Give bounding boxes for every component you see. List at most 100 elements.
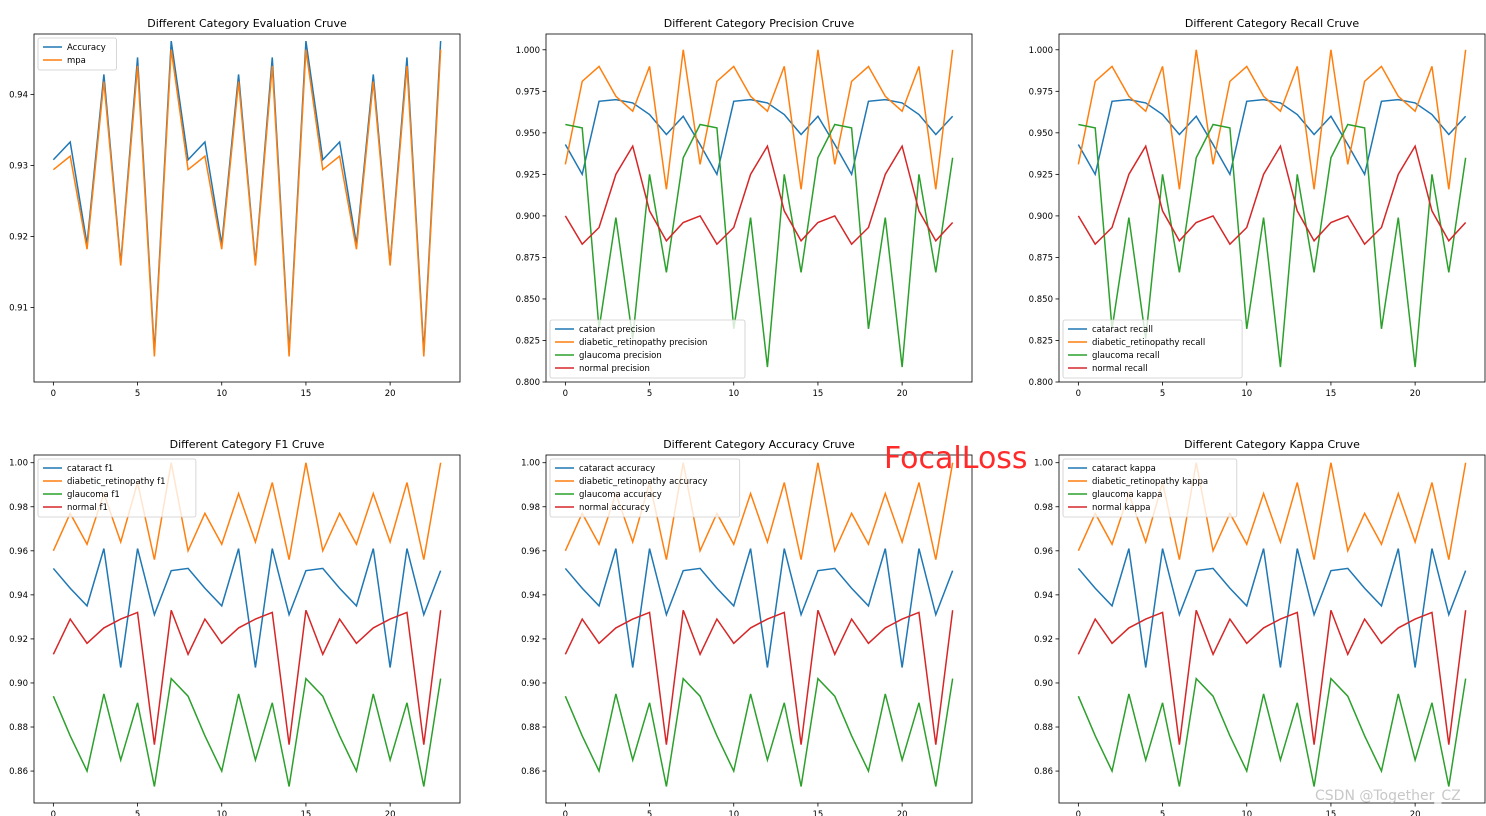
legend-label-3: glaucoma precision [579, 351, 662, 361]
y-tick-label: 0.94 [1034, 591, 1053, 601]
x-tick-label: 15 [1326, 389, 1337, 399]
axes-frame [545, 33, 973, 383]
legend-label-2: diabetic_retinopathy kappa [1092, 477, 1208, 487]
x-tick-label: 15 [813, 810, 824, 816]
legend-label-4: normal precision [579, 364, 650, 374]
y-tick-label: 1.00 [9, 459, 28, 469]
y-tick-label: 0.925 [516, 170, 540, 180]
x-tick-label: 10 [728, 389, 739, 399]
x-tick-label: 5 [1160, 810, 1165, 816]
legend-label-1: cataract accuracy [579, 464, 655, 474]
y-tick-label: 0.91 [9, 303, 28, 313]
legend-label-4: normal recall [1092, 364, 1148, 374]
x-tick-label: 20 [1410, 389, 1421, 399]
axes-frame [545, 454, 973, 804]
legend-label-2: diabetic_retinopathy precision [579, 338, 707, 348]
legend-label-1: cataract f1 [67, 464, 113, 474]
y-tick-label: 0.975 [516, 87, 540, 97]
series-line-3 [564, 676, 954, 787]
legend-label-2: diabetic_retinopathy f1 [67, 477, 166, 487]
y-tick-label: 1.00 [521, 459, 540, 469]
chart-title: Different Category Kappa Cruve [1184, 438, 1360, 451]
axes-frame [1058, 33, 1486, 383]
legend-label-3: glaucoma kappa [1092, 490, 1162, 500]
legend-label-1: cataract recall [1092, 325, 1153, 335]
legend-label-3: glaucoma accuracy [579, 490, 662, 500]
chart-title: Different Category Recall Cruve [1185, 17, 1359, 30]
y-tick-label: 0.94 [521, 591, 540, 601]
legend-label-4: normal kappa [1092, 503, 1150, 513]
y-tick-label: 0.88 [9, 723, 28, 733]
y-tick-label: 0.825 [516, 336, 540, 346]
y-tick-label: 0.92 [521, 635, 540, 645]
y-tick-label: 1.000 [1029, 46, 1053, 56]
series-line-4 [1077, 610, 1467, 745]
y-tick-label: 0.90 [1034, 679, 1053, 689]
x-tick-label: 10 [728, 810, 739, 816]
chart-panel-3: Different Category Recall Cruve 0 5 10 15 20 0… [1029, 17, 1486, 399]
y-tick-label: 0.96 [1034, 547, 1053, 557]
y-tick-label: 0.875 [1029, 253, 1053, 263]
y-tick-label: 0.92 [9, 232, 28, 242]
y-tick-label: 1.000 [516, 46, 540, 56]
x-tick-label: 5 [135, 810, 140, 816]
series-line-2 [52, 462, 442, 560]
focal-loss-annotation: FocalLoss [884, 441, 1028, 476]
x-tick-label: 10 [216, 389, 227, 399]
x-tick-label: 15 [813, 389, 824, 399]
legend-label-2: mpa [67, 56, 86, 66]
series-line-1 [564, 98, 954, 177]
y-tick-label: 0.93 [9, 161, 28, 171]
y-tick-label: 0.94 [9, 90, 28, 100]
y-tick-label: 0.800 [516, 378, 540, 388]
legend-label-1: Accuracy [67, 43, 106, 53]
csdn-watermark: CSDN @Together_CZ [1315, 788, 1461, 804]
series-line-3 [1078, 123, 1467, 368]
series-line-2 [564, 49, 954, 190]
x-tick-label: 0 [1076, 389, 1081, 399]
legend-box [1062, 319, 1243, 379]
series-line-1 [564, 548, 954, 668]
legend-label-2: diabetic_retinopathy recall [1092, 338, 1205, 348]
x-tick-label: 10 [1241, 389, 1252, 399]
y-tick-label: 0.86 [9, 767, 28, 777]
series-line-1 [52, 548, 442, 668]
y-tick-label: 0.90 [9, 679, 28, 689]
series-line-4 [1077, 144, 1467, 246]
x-tick-label: 5 [1160, 389, 1165, 399]
y-tick-label: 0.98 [1034, 503, 1053, 513]
chart-panel-4: Different Category F1 Cruve 0 5 10 15 20 0.86 0… [9, 438, 461, 816]
y-tick-label: 0.900 [1029, 212, 1053, 222]
legend-box [37, 458, 197, 518]
x-tick-label: 15 [1326, 810, 1337, 816]
series-line-2 [52, 49, 442, 357]
chart-panel-5: Different Category Accuracy Cruve 0 5 10 15 2… [521, 438, 973, 816]
y-tick-label: 0.850 [1029, 295, 1053, 305]
chart-panel-1: Different Category Evaluation Cruve 0 5 10 1… [9, 17, 461, 399]
y-tick-label: 0.96 [521, 547, 540, 557]
x-tick-label: 0 [51, 389, 56, 399]
x-tick-label: 0 [563, 389, 568, 399]
x-tick-label: 10 [216, 810, 227, 816]
series-line-2 [1077, 462, 1467, 560]
series-line-2 [564, 462, 954, 560]
y-tick-label: 0.90 [521, 679, 540, 689]
x-tick-label: 20 [385, 389, 396, 399]
legend-label-4: normal f1 [67, 503, 108, 513]
chart-title: Different Category Evaluation Cruve [147, 17, 347, 30]
legend-label-3: glaucoma f1 [67, 490, 120, 500]
y-tick-label: 0.86 [1034, 767, 1053, 777]
legend-label-1: cataract kappa [1092, 464, 1156, 474]
y-tick-label: 0.975 [1029, 87, 1053, 97]
series-line-1 [52, 40, 442, 353]
series-line-1 [1077, 98, 1467, 177]
series-line-1 [1077, 548, 1467, 668]
y-tick-label: 0.950 [516, 129, 540, 139]
series-line-4 [564, 144, 954, 246]
legend-label-1: cataract precision [579, 325, 655, 335]
axes-frame [33, 33, 461, 383]
x-tick-label: 20 [897, 810, 908, 816]
legend-box [1062, 458, 1238, 518]
y-tick-label: 0.98 [521, 503, 540, 513]
x-tick-label: 5 [647, 389, 652, 399]
